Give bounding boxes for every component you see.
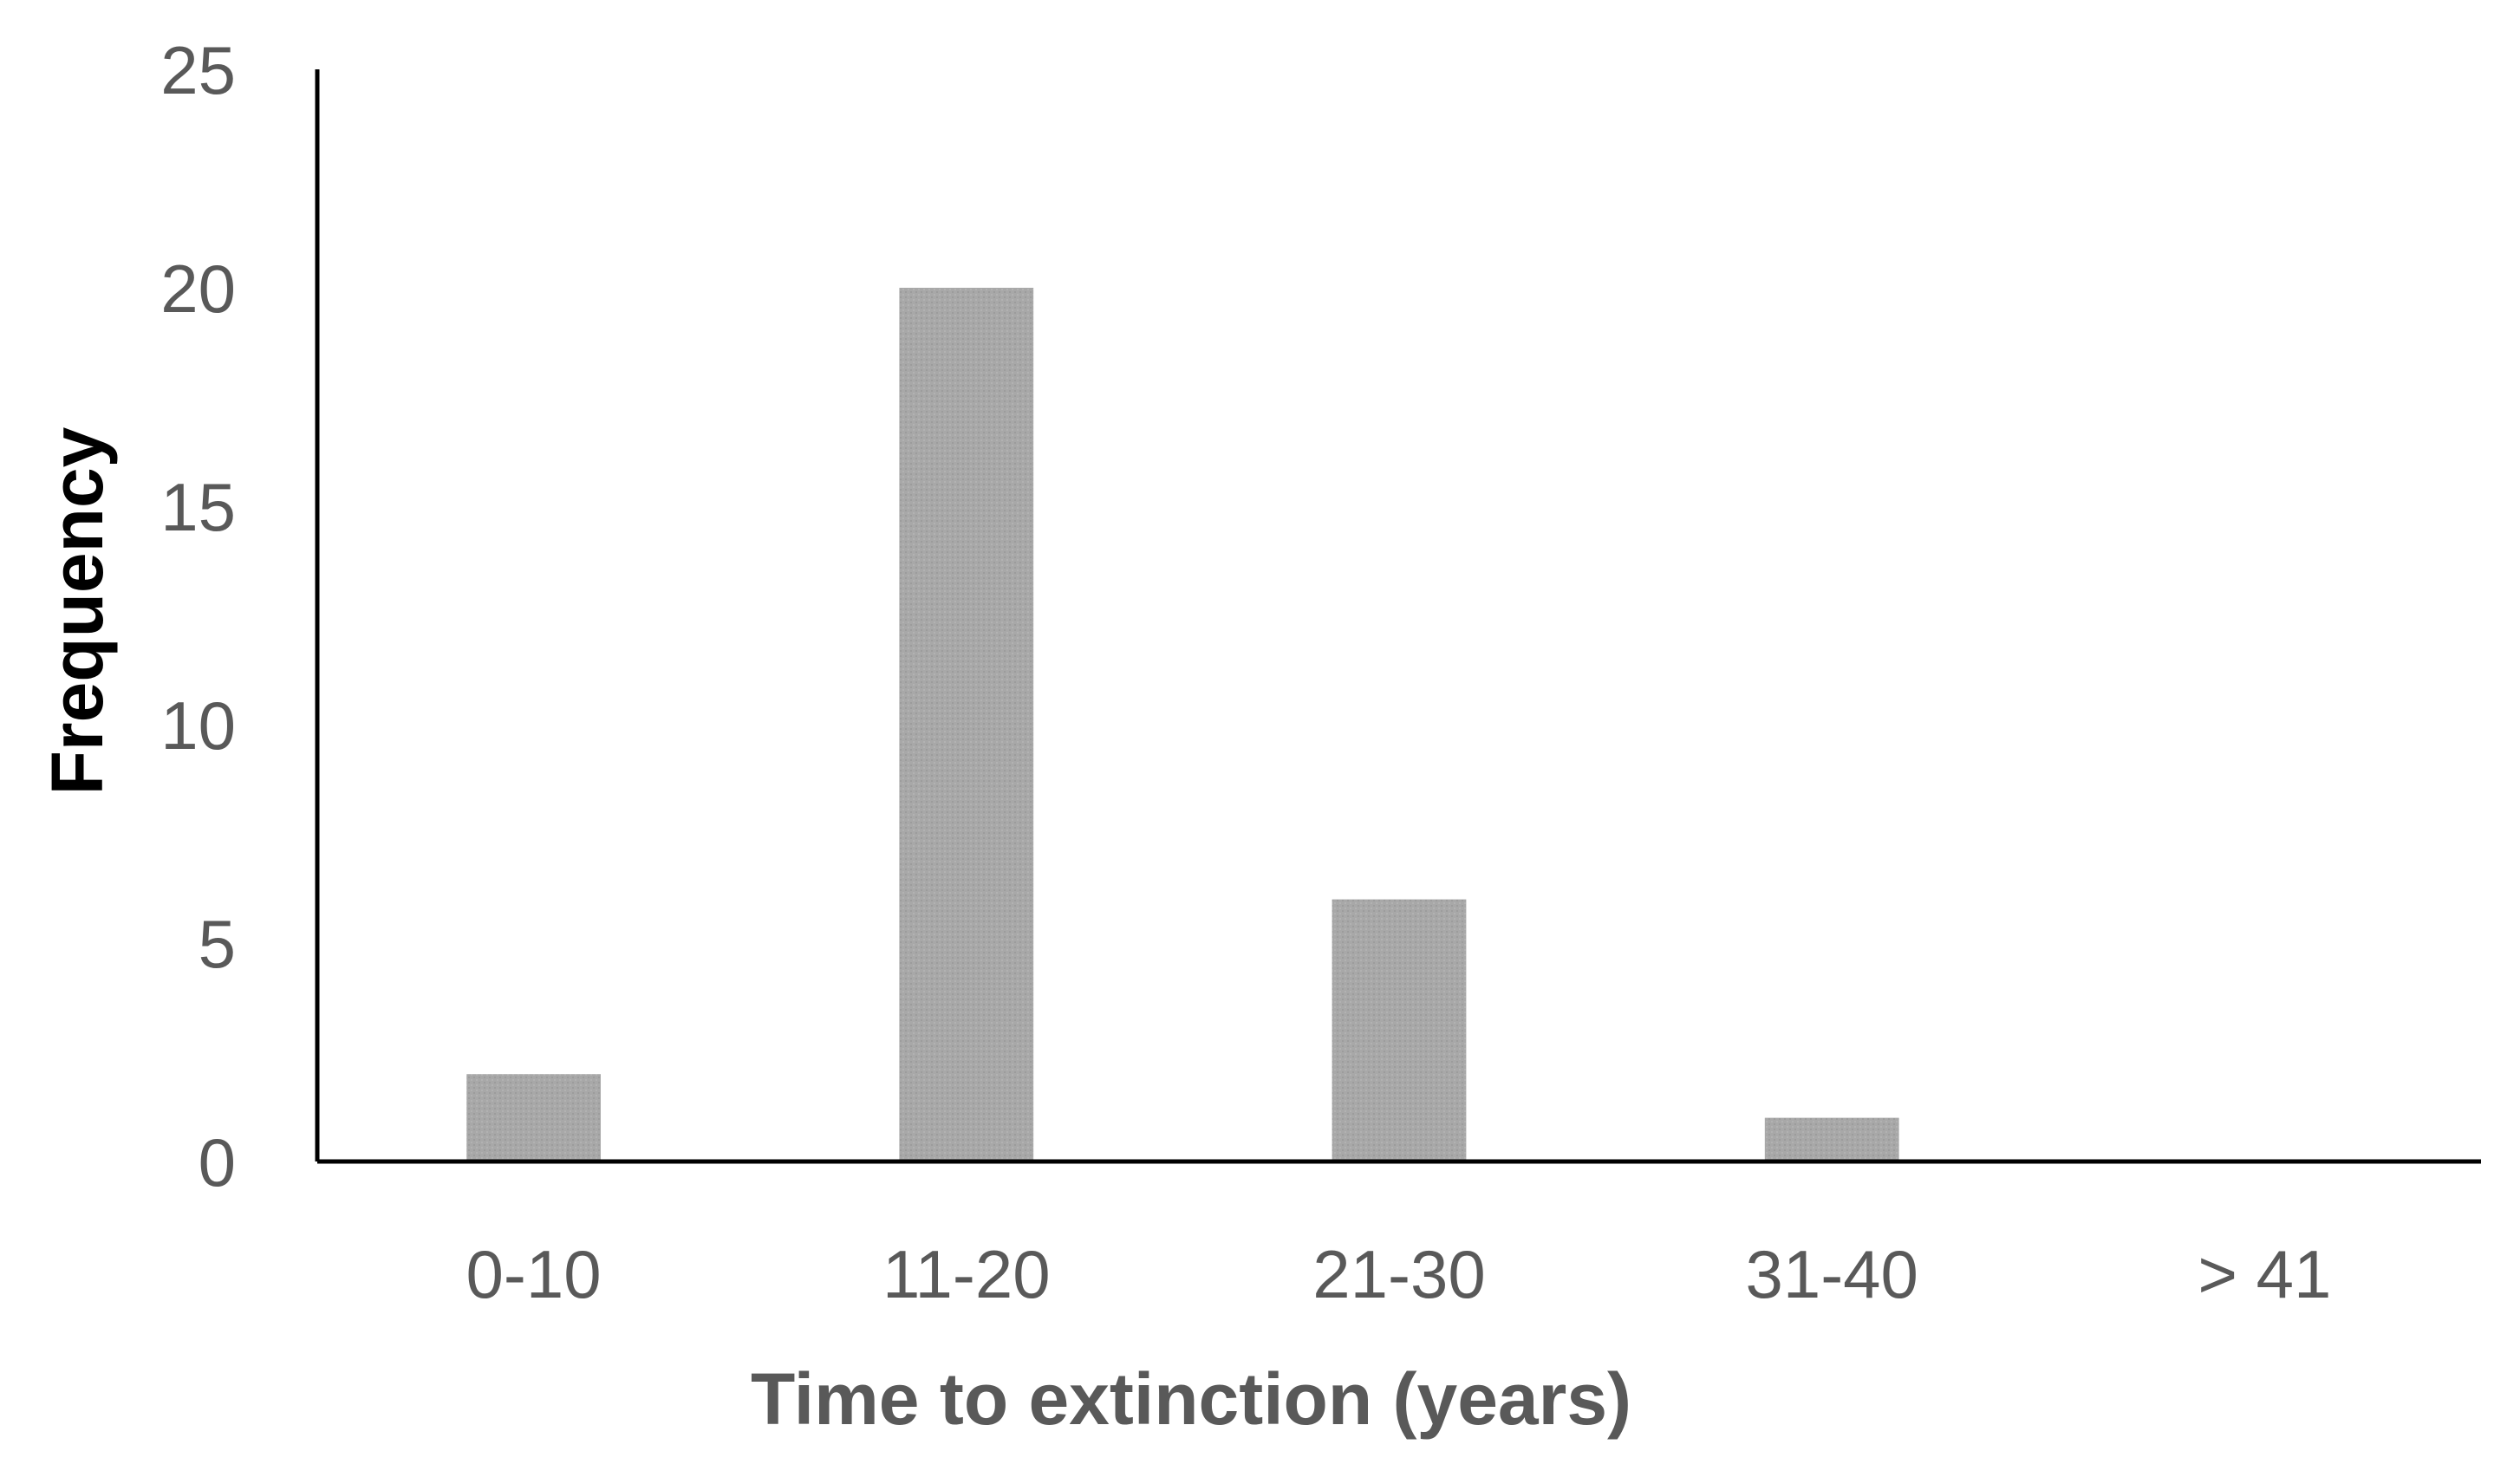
x-tick-label: 31-40: [1745, 1236, 1918, 1312]
x-tick-label: 0-10: [466, 1236, 602, 1312]
x-tick-label: 11-20: [882, 1236, 1051, 1312]
x-tick-label: > 41: [2198, 1236, 2331, 1312]
bar: [466, 1074, 601, 1161]
y-tick-label: 10: [160, 687, 236, 764]
y-tick-label: 25: [160, 32, 236, 108]
y-tick-label: 15: [160, 469, 236, 545]
x-tick-label: 21-30: [1312, 1236, 1486, 1312]
bar: [899, 288, 1034, 1161]
bar: [1764, 1117, 1899, 1161]
x-axis-title: Time to extinction (years): [751, 1358, 1631, 1440]
y-tick-label: 5: [199, 906, 236, 982]
x-axis-tick-labels: 0-10 11-20 21-30 31-40 > 41: [466, 1236, 2332, 1312]
y-axis-tick-labels: 0 5 10 15 20 25: [160, 32, 236, 1200]
y-tick-label: 20: [160, 251, 236, 327]
bars: [466, 288, 1899, 1161]
bar: [1332, 899, 1467, 1161]
y-axis-title: Frequency: [36, 426, 118, 795]
y-tick-label: 0: [199, 1124, 236, 1200]
